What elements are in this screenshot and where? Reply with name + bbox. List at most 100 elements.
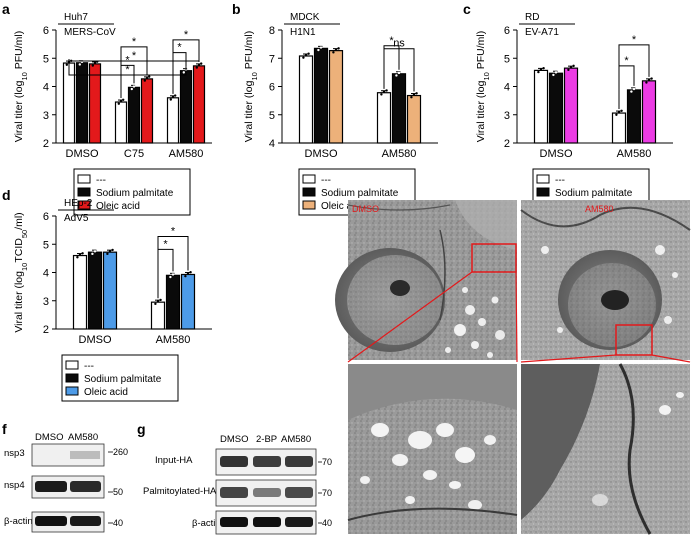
blot-g-row-actin: β-actin bbox=[192, 518, 221, 529]
y-axis-label-main: Viral titer (log bbox=[13, 80, 25, 142]
data-point bbox=[106, 252, 109, 256]
bar-sodiumpalmitate-1 bbox=[626, 89, 642, 144]
em-am580-low-mag: AM580 bbox=[520, 200, 691, 360]
x-category-label: DMSO bbox=[66, 148, 99, 160]
legend-swatch bbox=[77, 187, 91, 197]
data-point bbox=[132, 85, 136, 88]
chart-panel-c: 2 3 4 5 6 Viral titer (log10 PFU/ml) RD EV-A71 D… bbox=[475, 12, 673, 216]
blot-g-marker-70a: 70 bbox=[322, 457, 332, 467]
data-point bbox=[122, 98, 125, 101]
bar-oleicacid-0 bbox=[563, 67, 579, 144]
data-point bbox=[189, 271, 192, 274]
blot-f-lane-2: AM580 bbox=[68, 432, 98, 443]
blot-f-lane-1: DMSO bbox=[35, 432, 64, 443]
data-point bbox=[171, 273, 175, 276]
significance-mark: ns bbox=[393, 38, 405, 50]
em-label-dmso: DMSO bbox=[352, 204, 379, 214]
data-point bbox=[96, 248, 99, 252]
x-category-label: DMSO bbox=[540, 148, 573, 160]
y-tick-label: 5 bbox=[43, 53, 49, 65]
bar-oleicacid-1 bbox=[180, 273, 196, 330]
data-point bbox=[334, 48, 338, 51]
panel-letter-c: c bbox=[463, 1, 471, 17]
bar--0 bbox=[72, 254, 88, 330]
data-point bbox=[412, 93, 416, 96]
data-point bbox=[380, 93, 383, 96]
data-point bbox=[304, 53, 308, 57]
legend-swatch bbox=[302, 200, 316, 210]
significance-mark: * bbox=[125, 64, 130, 76]
y-axis-label: Viral titer (log10 PFU/ml) bbox=[13, 31, 29, 142]
data-point bbox=[111, 248, 114, 252]
data-point bbox=[319, 46, 323, 49]
y-axis-label-tail: /ml) bbox=[13, 212, 25, 230]
data-point bbox=[382, 90, 386, 94]
y-tick-label: 3 bbox=[43, 110, 49, 122]
blot-g-marker-40: 40 bbox=[322, 518, 332, 528]
y-axis-label-sub: 10 bbox=[20, 72, 29, 80]
blot-f-marker-260: 260 bbox=[113, 447, 128, 457]
data-point bbox=[569, 66, 573, 69]
blot-g-row-palm: Palmitoylated-HA bbox=[143, 486, 217, 497]
bar-sodiumpalmitate-0 bbox=[548, 72, 564, 144]
y-tick-label: 3 bbox=[504, 110, 510, 122]
legend-label: Oleic acid bbox=[96, 201, 140, 212]
data-point bbox=[65, 63, 69, 66]
data-point bbox=[130, 87, 133, 91]
legend-label: Sodium palmitate bbox=[96, 188, 174, 199]
significance-mark: * bbox=[132, 36, 137, 48]
data-point bbox=[337, 47, 340, 50]
bar-sodiumpalmitate-0 bbox=[313, 47, 329, 144]
chart-panel-a: 2 3 4 5 6 Viral titer (log10 PFU/ml) Huh7 MERS-… bbox=[13, 12, 212, 216]
significance-bracket bbox=[172, 39, 200, 94]
legend-swatch bbox=[65, 386, 79, 396]
y-tick-label: 6 bbox=[504, 25, 510, 37]
legend: --- Sodium palmitate Oleic acid bbox=[73, 168, 191, 216]
bar-oleicacid-0 bbox=[328, 50, 344, 144]
blot-f: DMSO AM580 nsp3 nsp4 β-actin 260 50 40 bbox=[4, 432, 128, 533]
y-axis-label-main: Viral titer (log bbox=[243, 80, 255, 142]
data-point bbox=[395, 74, 398, 77]
cell-line-label: MDCK bbox=[290, 12, 320, 23]
data-point bbox=[617, 111, 621, 114]
data-point bbox=[620, 109, 623, 112]
y-tick-label: 4 bbox=[504, 82, 510, 94]
bar-oleicacid-1 bbox=[406, 94, 422, 144]
y-tick-label: 4 bbox=[43, 82, 49, 94]
bar--1 bbox=[114, 101, 128, 144]
data-point bbox=[93, 250, 97, 253]
x-category-label: DMSO bbox=[305, 148, 338, 160]
y-tick-label: 6 bbox=[43, 25, 49, 37]
blot-f-row-nsp3: nsp3 bbox=[4, 448, 25, 459]
data-point bbox=[148, 75, 151, 78]
blot-g-lane-1: DMSO bbox=[220, 434, 249, 445]
data-point bbox=[567, 68, 570, 72]
data-point bbox=[182, 71, 185, 74]
data-point bbox=[119, 99, 123, 103]
bar--1 bbox=[150, 301, 166, 330]
data-point bbox=[322, 44, 325, 48]
data-point bbox=[154, 302, 157, 306]
data-point bbox=[186, 272, 190, 275]
data-point bbox=[171, 95, 175, 99]
x-category-label: DMSO bbox=[79, 334, 112, 346]
legend-label: Sodium palmitate bbox=[321, 188, 399, 199]
blot-g: DMSO 2-BP AM580 Input-HA Palmitoylated-H… bbox=[143, 434, 332, 535]
data-point bbox=[647, 78, 651, 82]
em-dmso-high-mag bbox=[347, 364, 518, 534]
data-point bbox=[174, 271, 177, 275]
significance-bracket bbox=[157, 235, 189, 299]
legend: --- Sodium palmitate Oleic acid bbox=[61, 354, 179, 402]
bar--0 bbox=[533, 69, 549, 144]
y-tick-label: 3 bbox=[43, 296, 49, 308]
y-axis-label: Viral titer (log10 PFU/ml) bbox=[243, 31, 259, 142]
legend-swatch bbox=[302, 174, 316, 184]
data-point bbox=[552, 73, 555, 77]
significance-mark: * bbox=[184, 29, 189, 41]
data-point bbox=[385, 89, 388, 92]
em-images: DMSO AM580 bbox=[335, 200, 691, 535]
x-category-label: C75 bbox=[124, 148, 144, 160]
x-category-label: AM580 bbox=[382, 148, 417, 160]
data-point bbox=[200, 62, 203, 65]
em-am580-high-mag bbox=[521, 363, 690, 535]
